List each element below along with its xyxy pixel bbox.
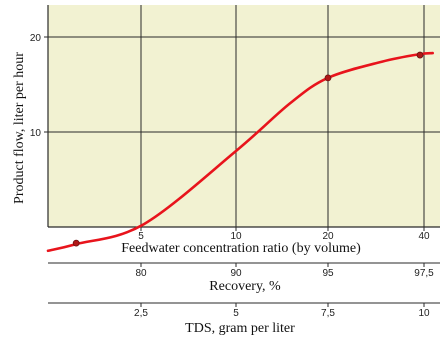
- secondary-tick-label: 80: [135, 268, 147, 279]
- secondary-tick-label: 5: [233, 308, 239, 319]
- data-point: [324, 74, 332, 82]
- x-tick-label: 5: [138, 231, 144, 242]
- secondary-tick-label: 10: [418, 308, 430, 319]
- x-tick-label: 20: [322, 231, 334, 242]
- secondary-tick-label: 90: [230, 268, 242, 279]
- tds-axis-title: TDS, gram per liter: [185, 321, 295, 336]
- secondary-tick-label: 97,5: [414, 268, 434, 279]
- secondary-tick-label: 95: [322, 268, 334, 279]
- data-point: [72, 239, 80, 247]
- y-tick-label: 10: [30, 128, 42, 139]
- secondary-tick-label: 7,5: [321, 308, 335, 319]
- x-tick-label: 10: [230, 231, 242, 242]
- recovery-axis-title: Recovery, %: [209, 279, 281, 294]
- data-point: [416, 51, 424, 59]
- x-tick-label: 40: [418, 231, 430, 242]
- grid: [44, 5, 440, 231]
- series-layer: [46, 51, 434, 253]
- y-tick-label: 20: [30, 33, 42, 44]
- plot-area: [48, 5, 440, 227]
- x-axis-title: Feedwater concentration ratio (by volume…: [121, 241, 361, 256]
- plot-frame: [47, 5, 440, 307]
- y-axis-title: Product flow, liter per hour: [12, 52, 27, 204]
- product-flow-curve: [46, 51, 434, 253]
- secondary-tick-label: 2,5: [134, 308, 148, 319]
- tick-labels: 5 10 20 40 20 10 80 90 95 97,5 2,5 5 7,5 10: [30, 33, 434, 319]
